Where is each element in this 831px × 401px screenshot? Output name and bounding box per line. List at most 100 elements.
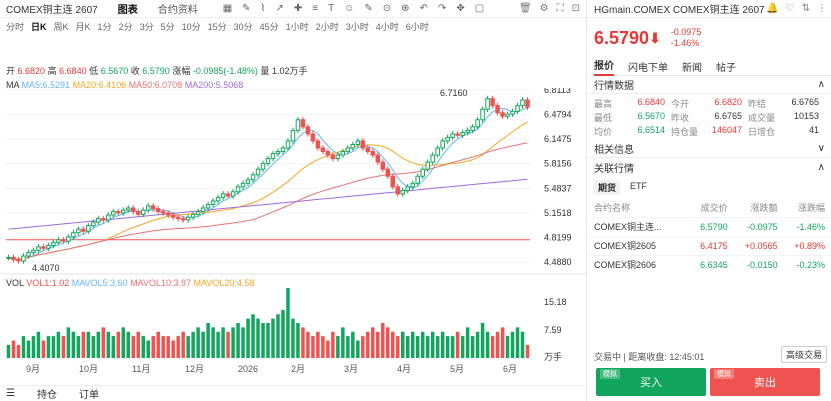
quote-value: 146047 (711, 124, 742, 135)
volume-bar (156, 331, 160, 358)
candle-body (215, 196, 221, 202)
volume-bar (455, 331, 460, 358)
tab-news[interactable]: 新闻 (682, 63, 702, 74)
volume-bar (366, 331, 370, 358)
period-1[interactable]: 日K (31, 21, 47, 32)
draw-tool-icon[interactable]: ⊕ (401, 3, 410, 14)
candle-body (255, 168, 261, 176)
period-14[interactable]: 3小时 (345, 21, 369, 32)
period-3[interactable]: 月K (75, 21, 91, 32)
tab-orders[interactable]: 订单 (78, 390, 99, 401)
tab-futures[interactable]: 期货 (594, 180, 621, 195)
price-row: 6.5790 ⬇ -0.0975 -1.46% (588, 18, 831, 58)
tab-positions[interactable]: 持仓 (36, 390, 57, 401)
x-tick-label: 11月 (132, 364, 150, 374)
draw-tool-icon[interactable]: ▢ (474, 3, 485, 14)
volume-bar (386, 327, 390, 358)
screenshot-icon[interactable]: ⊡ (571, 3, 580, 14)
draw-tool-icon[interactable]: ≡ (312, 3, 319, 14)
draw-tool-icon[interactable]: ✚ (293, 3, 303, 14)
ma200-value: MA200:5.5068 (184, 80, 244, 90)
period-10[interactable]: 30分 (233, 21, 253, 32)
period-5[interactable]: 2分 (118, 21, 133, 32)
draw-tool-icon[interactable]: ⊙ (382, 3, 392, 14)
related-table: 合约名称 成交价 涨跌额 涨跌幅 COMEX铜主连... 6.5790 -0.0975 -1… (588, 199, 831, 274)
candle-body (415, 175, 420, 184)
period-8[interactable]: 10分 (181, 21, 201, 32)
draw-tool-icon[interactable]: ✥ (456, 3, 465, 14)
trash-icon[interactable]: 🗑 (518, 3, 532, 14)
fullscreen-icon[interactable]: ⛶ (556, 3, 564, 14)
quote-title: HGmain.COMEX COMEX铜主连 2607 (594, 5, 765, 16)
table-cell: +0.0565 (733, 235, 784, 255)
candle-body (290, 129, 296, 142)
candle-body (305, 126, 311, 135)
draw-tool-icon[interactable]: ☺ (344, 3, 355, 14)
candle-body (91, 221, 96, 227)
tab-flash-order[interactable]: 闪电下单 (628, 63, 668, 74)
table-row[interactable]: COMEX铜主连... 6.5790 -0.0975 -1.46% (588, 216, 831, 236)
period-11[interactable]: 45分 (259, 21, 279, 32)
period-0[interactable]: 分时 (6, 21, 25, 32)
sell-button[interactable]: 卖出 (710, 368, 820, 396)
quote-label: 持仓量 (671, 126, 699, 137)
section-quote-data[interactable]: 行情数据 ∧ (588, 76, 831, 94)
menu-icon[interactable]: ☰ (6, 388, 15, 399)
candle-body (365, 147, 371, 153)
volume-bar (86, 331, 91, 358)
more-icon[interactable]: ⋮ (817, 3, 827, 14)
candle-body (385, 168, 391, 177)
draw-tool-icon[interactable]: ✎ (364, 3, 373, 14)
sim-tag: 模拟 (714, 369, 734, 379)
settings-icon[interactable]: ⚙ (539, 3, 549, 14)
table-row[interactable]: COMEX铜2605 6.4175 +0.0565 +0.89% (588, 235, 831, 255)
period-6[interactable]: 3分 (139, 21, 154, 32)
period-15[interactable]: 4小时 (375, 21, 399, 32)
volume-bar (41, 340, 46, 358)
period-16[interactable]: 6小时 (405, 21, 429, 32)
volume-bar (281, 309, 285, 358)
volume-bar (96, 331, 101, 358)
draw-tool-icon[interactable]: ⌇ (260, 3, 266, 14)
period-9[interactable]: 15分 (207, 21, 227, 32)
table-row[interactable]: COMEX铜2606 6.6345 -0.0150 -0.23% (588, 254, 831, 274)
period-13[interactable]: 2小时 (315, 21, 339, 32)
bell-icon[interactable]: 🔔 (766, 3, 779, 14)
volume-bar (206, 323, 210, 358)
volume-bar (111, 336, 116, 358)
candle-body (500, 112, 505, 117)
draw-tool-icon[interactable]: T (328, 3, 335, 14)
section-related-quotes[interactable]: 关联行情 ∧ (588, 158, 831, 176)
volume-bar (56, 331, 61, 358)
symbol-title: COMEX铜主连 2607 (6, 5, 98, 16)
draw-tool-icon[interactable]: ↷ (437, 3, 447, 14)
draw-tool-icon[interactable]: ✎ (242, 3, 251, 14)
draw-tool-icon[interactable]: ↗ (275, 3, 284, 14)
volume-bar (291, 318, 295, 358)
tab-posts[interactable]: 帖子 (716, 63, 736, 74)
ma5-line (8, 107, 528, 260)
period-2[interactable]: 周K (53, 21, 69, 32)
draw-tool-icon[interactable]: ▦ (222, 3, 233, 14)
draw-tool-icon[interactable]: ↶ (419, 3, 428, 14)
candlestick-chart[interactable]: 6.8113 6.4794 6.1475 5.8156 5.4837 5.1518 4.81… (0, 88, 587, 378)
advanced-trade-button[interactable]: 高级交易 (780, 346, 827, 363)
heart-icon[interactable]: ♡ (785, 3, 795, 14)
candle-body (190, 213, 196, 218)
swap-icon[interactable]: ⇅ (801, 3, 810, 14)
period-12[interactable]: 1小时 (285, 21, 309, 32)
volume-bar (316, 331, 320, 358)
period-4[interactable]: 1分 (97, 21, 112, 32)
volume-bar (475, 331, 480, 358)
ma50-value: MA50:6.0708 (128, 80, 183, 90)
tab-chart[interactable]: 图表 (117, 5, 138, 16)
period-7[interactable]: 5分 (160, 21, 175, 32)
quote-tabs: 报价 闪电下单 新闻 帖子 (588, 58, 831, 76)
tab-quote[interactable]: 报价 (594, 57, 614, 76)
tab-contract-info[interactable]: 合约资料 (157, 5, 198, 16)
section-related-info[interactable]: 相关信息 ∨ (588, 140, 831, 158)
buy-button[interactable]: 买入 (596, 368, 706, 396)
tab-etf[interactable]: ETF (630, 181, 648, 191)
candle-body (210, 200, 216, 205)
x-tick-label: 3月 (344, 364, 358, 374)
